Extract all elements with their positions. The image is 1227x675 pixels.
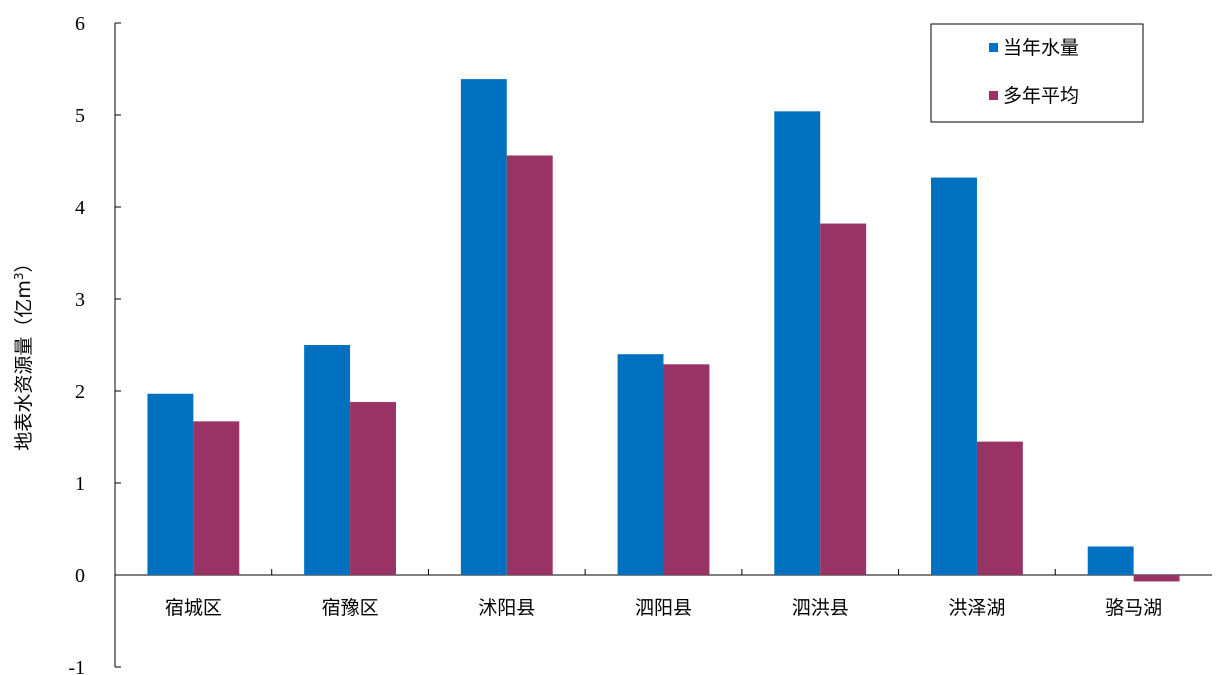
- bar-current-year: [774, 111, 821, 575]
- y-tick-label: 5: [75, 105, 85, 127]
- bar-current-year: [304, 345, 351, 575]
- category-label: 沭阳县: [478, 597, 535, 619]
- legend-swatch-current-year: [989, 43, 998, 52]
- bars: [147, 79, 1180, 582]
- category-label: 宿豫区: [322, 597, 379, 619]
- category-label: 泗阳县: [635, 597, 692, 619]
- bar-multi-year-average: [1133, 575, 1180, 582]
- legend-label-current-year: 当年水量: [1003, 37, 1079, 59]
- bar-multi-year-average: [663, 364, 710, 575]
- legend: 当年水量 多年平均: [930, 23, 1144, 123]
- y-tick-label: -1: [68, 657, 85, 675]
- category-label: 宿城区: [165, 597, 222, 619]
- bar-multi-year-average: [350, 402, 396, 575]
- bar-current-year: [147, 393, 194, 575]
- bar-current-year: [931, 177, 977, 575]
- y-tick-label: 2: [75, 381, 85, 403]
- category-labels: 宿城区 宿豫区 沭阳县 泗阳县 泗洪县 洪泽湖 骆马湖: [165, 597, 1162, 619]
- legend-label-multi-year-average: 多年平均: [1003, 85, 1079, 107]
- bar-multi-year-average: [506, 155, 553, 576]
- y-axis-title-close: ）: [13, 253, 35, 272]
- bar-multi-year-average: [976, 441, 1023, 575]
- y-tick-label: 1: [75, 473, 85, 495]
- legend-box: [930, 23, 1144, 123]
- y-tick-label: 4: [75, 197, 85, 219]
- bar-multi-year-average: [193, 421, 240, 575]
- y-tick-label: 0: [75, 565, 85, 587]
- y-axis: -1 0 1 2 3 4 5 6: [68, 13, 121, 675]
- legend-swatch-multi-year-average: [989, 91, 998, 100]
- bar-current-year: [1087, 546, 1134, 575]
- category-label: 泗洪县: [792, 597, 849, 619]
- bar-current-year: [460, 79, 507, 576]
- bar-current-year: [617, 354, 664, 575]
- y-tick-label: 6: [75, 13, 85, 35]
- y-tick-label: 3: [75, 289, 85, 311]
- category-label: 骆马湖: [1105, 597, 1162, 619]
- bar-multi-year-average: [820, 223, 867, 575]
- y-axis-title: 地表水资源量（亿m3）: [12, 253, 35, 450]
- y-axis-title-main: 地表水资源量（亿m: [13, 280, 35, 451]
- y-axis-title-superscript: 3: [12, 272, 26, 280]
- category-label: 洪泽湖: [948, 597, 1005, 619]
